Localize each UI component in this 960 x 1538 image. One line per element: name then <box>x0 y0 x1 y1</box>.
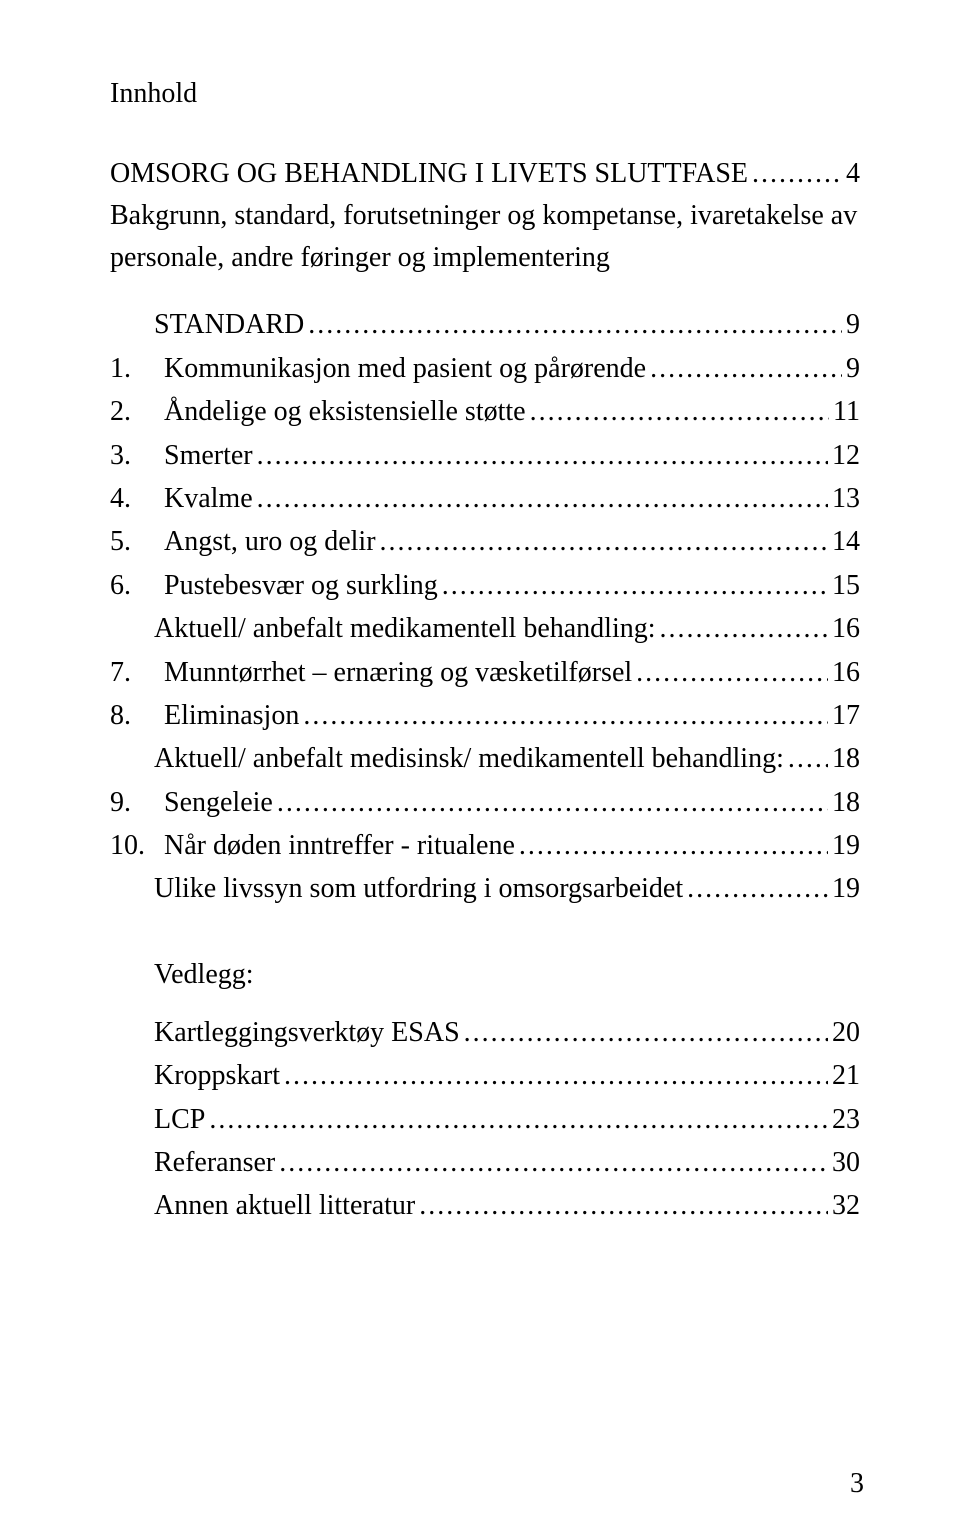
toc-entry: 4.Kvalme 13 <box>110 477 860 520</box>
toc-entry: 8.Eliminasjon 17 <box>110 694 860 737</box>
toc-label: LCP <box>154 1098 205 1141</box>
appendix-entry: Referanser 30 <box>110 1141 860 1184</box>
toc-number: 3. <box>110 434 156 477</box>
dot-leader <box>284 1054 828 1097</box>
toc-label: Pustebesvær og surkling <box>164 564 438 607</box>
toc-entry: 9.Sengeleie 18 <box>110 781 860 824</box>
toc-page: 20 <box>832 1011 860 1054</box>
dot-leader <box>442 564 828 607</box>
toc-subentry: Aktuell/ anbefalt medisinsk/ medikamente… <box>110 737 860 780</box>
toc-number: 9. <box>110 781 156 824</box>
toc-label: Munntørrhet – ernæring og væsketilførsel <box>164 651 632 694</box>
toc-page: 12 <box>832 434 860 477</box>
appendix-entry: Kartleggingsverktøy ESAS 20 <box>110 1011 860 1054</box>
dot-leader <box>257 477 828 520</box>
toc-label: Aktuell/ anbefalt medisinsk/ medikamente… <box>154 737 784 780</box>
toc-label: Kroppskart <box>154 1054 280 1097</box>
dot-leader <box>277 781 828 824</box>
dot-leader <box>209 1098 828 1141</box>
appendix-title: Vedlegg: <box>110 959 860 991</box>
toc-label: Angst, uro og delir <box>164 520 376 563</box>
toc-subentry: Aktuell/ anbefalt medikamentell behandli… <box>110 607 860 650</box>
toc-label: Kommunikasjon med pasient og pårørende <box>164 347 646 390</box>
toc-page: 15 <box>832 564 860 607</box>
appendix-entry: LCP 23 <box>110 1098 860 1141</box>
toc-label: Smerter <box>164 434 253 477</box>
toc-number: 4. <box>110 477 156 520</box>
dot-leader <box>660 607 828 650</box>
toc-page: 19 <box>832 867 860 910</box>
toc-entry: 10.Når døden inntreffer - ritualene 19 <box>110 824 860 867</box>
toc-label: STANDARD <box>154 303 304 346</box>
toc-number: 7. <box>110 651 156 694</box>
toc-entry: STANDARD 9 <box>110 303 860 346</box>
section-heading-row: OMSORG OG BEHANDLING I LIVETS SLUTTFASE … <box>110 152 860 195</box>
toc-page: 23 <box>832 1098 860 1141</box>
appendix-entry: Annen aktuell litteratur 32 <box>110 1184 860 1227</box>
toc-label: Eliminasjon <box>164 694 299 737</box>
toc-page: 9 <box>846 303 860 346</box>
toc-entry: 2.Åndelige og eksistensielle støtte 11 <box>110 390 860 433</box>
toc-label: Aktuell/ anbefalt medikamentell behandli… <box>154 607 656 650</box>
toc-entry: 5.Angst, uro og delir 14 <box>110 520 860 563</box>
toc-number: 8. <box>110 694 156 737</box>
dot-leader <box>380 520 828 563</box>
dot-leader <box>687 867 828 910</box>
toc-entry: 1.Kommunikasjon med pasient og pårørende… <box>110 347 860 390</box>
toc-label: Kartleggingsverktøy ESAS <box>154 1011 460 1054</box>
dot-leader <box>530 390 829 433</box>
section-subheading: Bakgrunn, standard, forutsetninger og ko… <box>110 195 860 279</box>
toc-label: Annen aktuell litteratur <box>154 1184 415 1227</box>
toc-page: 11 <box>833 390 860 433</box>
toc-page: 18 <box>832 737 860 780</box>
toc-number: 1. <box>110 347 156 390</box>
toc-number: 2. <box>110 390 156 433</box>
dot-leader <box>303 694 828 737</box>
toc-label: Når døden inntreffer - ritualene <box>164 824 515 867</box>
toc-page: 17 <box>832 694 860 737</box>
toc-number: 10. <box>110 824 156 867</box>
toc-label: Sengeleie <box>164 781 273 824</box>
dot-leader <box>636 651 828 694</box>
section-heading-page: 4 <box>846 152 860 195</box>
dot-leader <box>519 824 828 867</box>
toc-number: 6. <box>110 564 156 607</box>
toc-label: Kvalme <box>164 477 253 520</box>
page-title: Innhold <box>110 78 860 110</box>
toc-page: 16 <box>832 651 860 694</box>
toc-page: 30 <box>832 1141 860 1184</box>
dot-leader <box>308 303 842 346</box>
toc-page: 16 <box>832 607 860 650</box>
toc-label: Åndelige og eksistensielle støtte <box>164 390 526 433</box>
toc-page: 19 <box>832 824 860 867</box>
toc-page: 13 <box>832 477 860 520</box>
appendix-entry: Kroppskart 21 <box>110 1054 860 1097</box>
toc-subentry: Ulike livssyn som utfordring i omsorgsar… <box>110 867 860 910</box>
dot-leader <box>464 1011 828 1054</box>
dot-leader <box>279 1141 828 1184</box>
toc-page: 9 <box>846 347 860 390</box>
dot-leader <box>788 737 828 780</box>
toc-page: 14 <box>832 520 860 563</box>
section-heading: OMSORG OG BEHANDLING I LIVETS SLUTTFASE <box>110 152 748 195</box>
toc-label: Referanser <box>154 1141 275 1184</box>
dot-leader <box>752 152 842 195</box>
toc-entry: 6.Pustebesvær og surkling 15 <box>110 564 860 607</box>
toc-page: 18 <box>832 781 860 824</box>
toc-entry: 3.Smerter 12 <box>110 434 860 477</box>
toc-number: 5. <box>110 520 156 563</box>
dot-leader <box>650 347 842 390</box>
page: Innhold OMSORG OG BEHANDLING I LIVETS SL… <box>0 0 960 1538</box>
toc-label: Ulike livssyn som utfordring i omsorgsar… <box>154 867 683 910</box>
toc-page: 21 <box>832 1054 860 1097</box>
toc-entry: 7.Munntørrhet – ernæring og væsketilførs… <box>110 651 860 694</box>
dot-leader <box>419 1184 828 1227</box>
dot-leader <box>257 434 828 477</box>
toc-page: 32 <box>832 1184 860 1227</box>
page-number: 3 <box>850 1468 864 1500</box>
